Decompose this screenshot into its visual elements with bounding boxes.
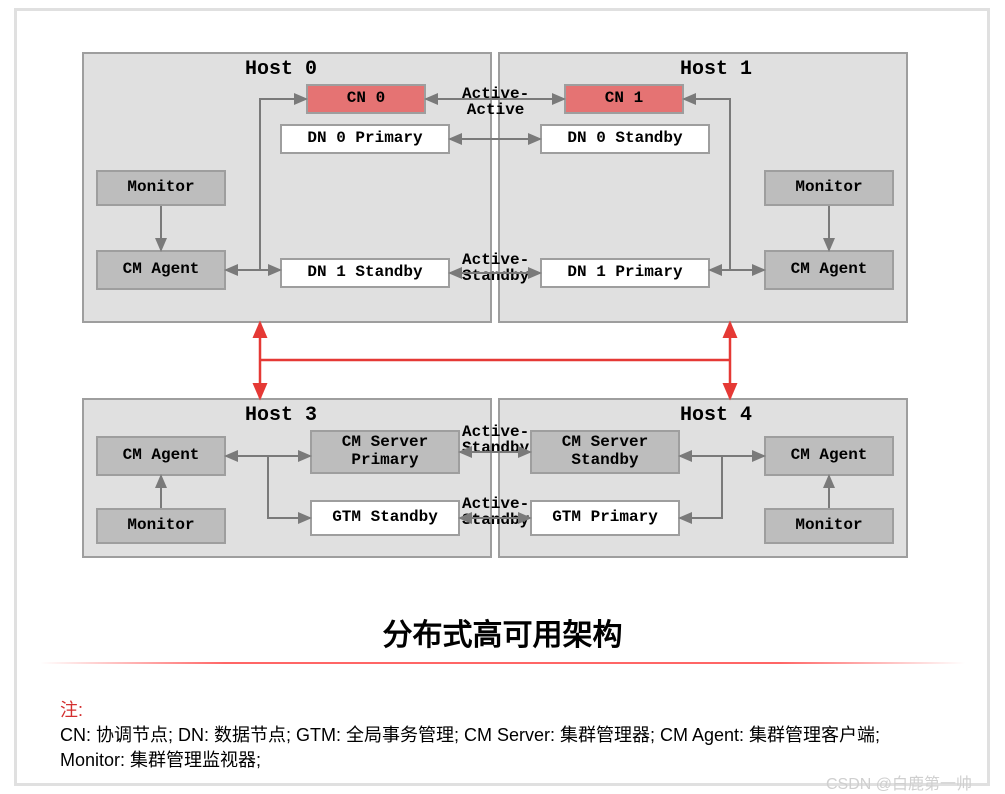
- node-cma1: CM Agent: [764, 250, 894, 290]
- node-cn1: CN 1: [564, 84, 684, 114]
- host-title-h3: Host 3: [245, 404, 317, 427]
- host-title-h0: Host 0: [245, 58, 317, 81]
- node-gtmp: GTM Primary: [530, 500, 680, 536]
- edge-label-line2: Standby: [462, 511, 529, 529]
- edge-label-line2: Active: [467, 101, 525, 119]
- edge-label-line2: Standby: [462, 267, 529, 285]
- note-label: 注:: [60, 700, 83, 720]
- node-dn1s: DN 1 Standby: [280, 258, 450, 288]
- node-mon3: Monitor: [96, 508, 226, 544]
- main-title: 分布式高可用架构: [0, 610, 1005, 654]
- node-cn0: CN 0: [306, 84, 426, 114]
- edge-label-aa: Active-Active: [462, 86, 529, 118]
- node-cmss: CM Server Standby: [530, 430, 680, 474]
- node-mon0: Monitor: [96, 170, 226, 206]
- notes-block: 注: CN: 协调节点; DN: 数据节点; GTM: 全局事务管理; CM Se…: [60, 698, 940, 774]
- node-cma4: CM Agent: [764, 436, 894, 476]
- node-gtms: GTM Standby: [310, 500, 460, 536]
- node-mon1: Monitor: [764, 170, 894, 206]
- edge-label-as2: Active-Standby: [462, 424, 529, 456]
- watermark: CSDN @白鹿第一帅: [826, 770, 972, 794]
- note-body: CN: 协调节点; DN: 数据节点; GTM: 全局事务管理; CM Serv…: [60, 725, 880, 770]
- node-cmsp: CM Server Primary: [310, 430, 460, 474]
- edge-label-line2: Standby: [462, 439, 529, 457]
- node-cma0: CM Agent: [96, 250, 226, 290]
- node-cma3: CM Agent: [96, 436, 226, 476]
- edge-label-as3: Active-Standby: [462, 496, 529, 528]
- node-dn0p: DN 0 Primary: [280, 124, 450, 154]
- node-mon4: Monitor: [764, 508, 894, 544]
- host-title-h1: Host 1: [680, 58, 752, 81]
- title-underline: [40, 662, 965, 664]
- host-title-h4: Host 4: [680, 404, 752, 427]
- node-dn0s: DN 0 Standby: [540, 124, 710, 154]
- node-dn1p: DN 1 Primary: [540, 258, 710, 288]
- edge-label-as1: Active-Standby: [462, 252, 529, 284]
